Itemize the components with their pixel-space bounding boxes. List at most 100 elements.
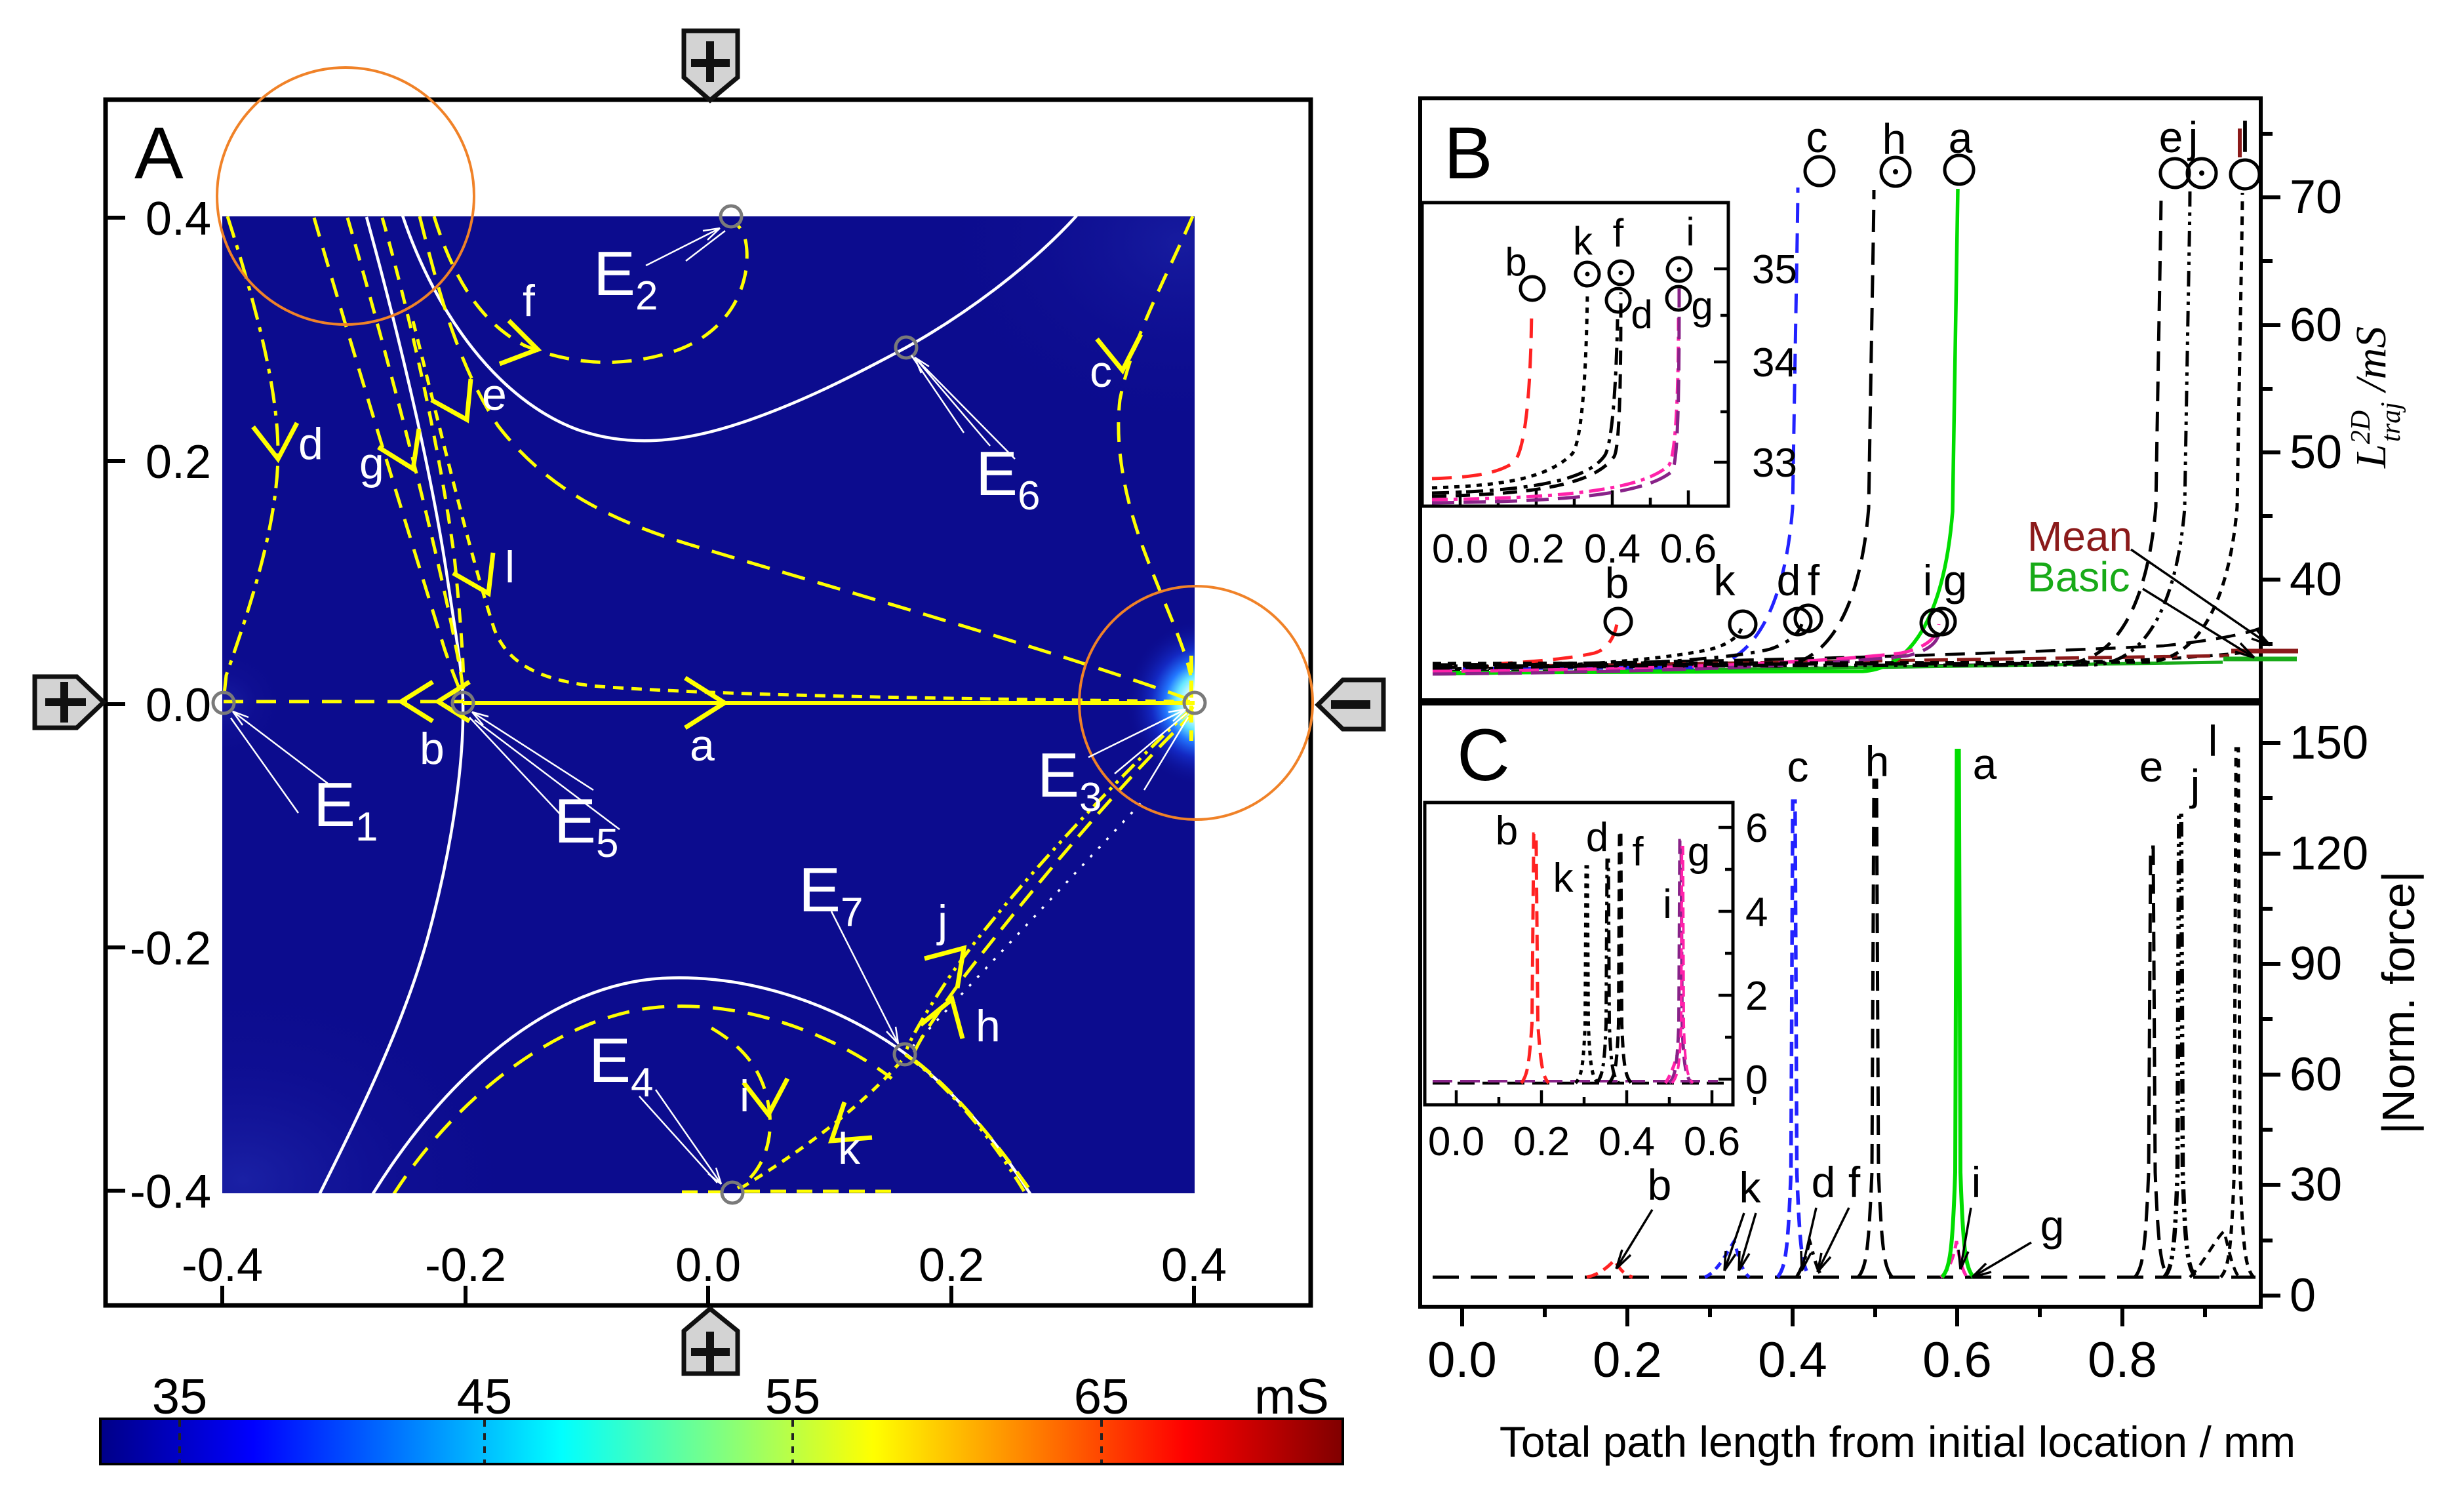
svg-text:4: 4 bbox=[1745, 890, 1768, 935]
svg-text:b: b bbox=[1605, 559, 1629, 607]
svg-text:k: k bbox=[838, 1124, 861, 1174]
svg-text:i: i bbox=[1972, 1158, 1981, 1206]
svg-text:d: d bbox=[1777, 556, 1801, 605]
svg-text:b: b bbox=[420, 724, 445, 774]
svg-text:f: f bbox=[1613, 211, 1624, 255]
svg-text:Basic: Basic bbox=[2027, 553, 2130, 601]
svg-text:6: 6 bbox=[1745, 806, 1768, 851]
svg-text:0.6: 0.6 bbox=[1922, 1332, 1992, 1388]
svg-text:0.6: 0.6 bbox=[1660, 526, 1717, 572]
svg-text:L2Dtraj /mS: L2Dtraj /mS bbox=[2346, 327, 2406, 469]
svg-text:g: g bbox=[1688, 829, 1710, 875]
svg-text:34: 34 bbox=[1752, 340, 1797, 386]
svg-text:Total path length from initial: Total path length from initial location … bbox=[1500, 1418, 2295, 1466]
svg-text:b: b bbox=[1496, 808, 1518, 854]
svg-text:k: k bbox=[1739, 1163, 1762, 1212]
svg-text:65: 65 bbox=[1074, 1369, 1130, 1425]
svg-text:0.8: 0.8 bbox=[2088, 1332, 2157, 1388]
svg-text:|Norm. force|: |Norm. force| bbox=[2373, 871, 2424, 1134]
svg-text:0.2: 0.2 bbox=[146, 436, 211, 488]
svg-text:f: f bbox=[1848, 1158, 1861, 1206]
svg-text:0.0: 0.0 bbox=[675, 1239, 741, 1292]
svg-text:h: h bbox=[1882, 115, 1907, 163]
svg-text:150: 150 bbox=[2290, 717, 2368, 769]
svg-text:33: 33 bbox=[1752, 441, 1797, 486]
svg-text:d: d bbox=[298, 419, 323, 469]
svg-text:b: b bbox=[1648, 1161, 1672, 1209]
svg-text:k: k bbox=[1553, 856, 1574, 901]
svg-text:g: g bbox=[1691, 284, 1713, 328]
svg-text:h: h bbox=[976, 1001, 1001, 1051]
svg-text:0.0: 0.0 bbox=[1427, 1332, 1497, 1388]
svg-text:C: C bbox=[1457, 714, 1510, 796]
svg-text:k: k bbox=[1714, 556, 1736, 605]
svg-text:d: d bbox=[1631, 292, 1652, 336]
svg-text:0.2: 0.2 bbox=[1593, 1332, 1662, 1388]
svg-text:c: c bbox=[1806, 113, 1828, 161]
svg-text:45: 45 bbox=[457, 1369, 513, 1425]
svg-text:30: 30 bbox=[2290, 1159, 2342, 1211]
svg-text:0.4: 0.4 bbox=[1161, 1239, 1227, 1292]
svg-text:60: 60 bbox=[2290, 1048, 2342, 1101]
svg-text:0.2: 0.2 bbox=[1513, 1119, 1570, 1164]
svg-text:E2: E2 bbox=[593, 239, 658, 319]
svg-text:0.0: 0.0 bbox=[146, 679, 211, 732]
svg-text:70: 70 bbox=[2290, 171, 2342, 224]
svg-text:l: l bbox=[2240, 113, 2250, 161]
svg-text:0: 0 bbox=[1745, 1058, 1768, 1103]
svg-text:a: a bbox=[1949, 113, 1973, 162]
svg-text:0.4: 0.4 bbox=[146, 193, 211, 245]
svg-text:c: c bbox=[1090, 347, 1112, 397]
svg-text:e: e bbox=[2159, 113, 2183, 161]
svg-text:60: 60 bbox=[2290, 299, 2342, 351]
svg-text:0.2: 0.2 bbox=[919, 1239, 984, 1292]
svg-text:i: i bbox=[740, 1071, 749, 1121]
svg-text:55: 55 bbox=[765, 1369, 821, 1425]
svg-text:E6: E6 bbox=[976, 439, 1041, 519]
svg-text:40: 40 bbox=[2290, 553, 2342, 606]
svg-text:0: 0 bbox=[2290, 1269, 2316, 1322]
svg-text:f: f bbox=[523, 276, 535, 326]
svg-text:0.4: 0.4 bbox=[1599, 1119, 1655, 1164]
svg-text:l: l bbox=[2208, 717, 2218, 765]
svg-text:120: 120 bbox=[2290, 827, 2368, 880]
svg-text:g: g bbox=[2040, 1201, 2065, 1250]
svg-text:Mean: Mean bbox=[2027, 513, 2132, 560]
svg-text:0.0: 0.0 bbox=[1432, 526, 1488, 572]
svg-text:a: a bbox=[1973, 740, 1997, 788]
svg-text:b: b bbox=[1505, 240, 1526, 284]
svg-text:i: i bbox=[1923, 556, 1933, 605]
svg-text:j: j bbox=[2189, 761, 2200, 809]
svg-text:g: g bbox=[1943, 556, 1968, 605]
svg-text:g: g bbox=[359, 439, 384, 488]
svg-text:a: a bbox=[690, 721, 715, 770]
svg-text:0.4: 0.4 bbox=[1758, 1332, 1827, 1388]
svg-text:c: c bbox=[1787, 742, 1809, 791]
svg-text:-0.2: -0.2 bbox=[425, 1239, 506, 1292]
svg-text:50: 50 bbox=[2290, 426, 2342, 479]
svg-text:35: 35 bbox=[152, 1369, 208, 1425]
svg-text:e: e bbox=[482, 370, 507, 420]
svg-text:d: d bbox=[1812, 1158, 1836, 1206]
svg-text:A: A bbox=[134, 112, 184, 194]
svg-text:-0.4: -0.4 bbox=[130, 1166, 211, 1218]
svg-text:f: f bbox=[1808, 556, 1820, 605]
svg-text:90: 90 bbox=[2290, 938, 2342, 990]
svg-text:mS: mS bbox=[1254, 1369, 1329, 1425]
svg-text:2: 2 bbox=[1745, 974, 1768, 1019]
svg-text:d: d bbox=[1586, 815, 1608, 860]
svg-text:l: l bbox=[505, 542, 515, 592]
svg-text:-0.2: -0.2 bbox=[130, 923, 211, 975]
svg-text:e: e bbox=[2139, 742, 2164, 791]
svg-text:35: 35 bbox=[1752, 247, 1797, 292]
svg-text:j: j bbox=[2187, 113, 2198, 161]
svg-text:0.2: 0.2 bbox=[1508, 526, 1564, 572]
svg-text:i: i bbox=[1663, 882, 1672, 927]
svg-text:0.6: 0.6 bbox=[1684, 1119, 1740, 1164]
svg-text:-0.4: -0.4 bbox=[182, 1239, 263, 1292]
svg-text:k: k bbox=[1573, 219, 1593, 263]
svg-text:f: f bbox=[1632, 829, 1644, 875]
svg-text:h: h bbox=[1865, 737, 1890, 785]
svg-text:0.4: 0.4 bbox=[1584, 526, 1640, 572]
svg-text:0.0: 0.0 bbox=[1428, 1119, 1484, 1164]
